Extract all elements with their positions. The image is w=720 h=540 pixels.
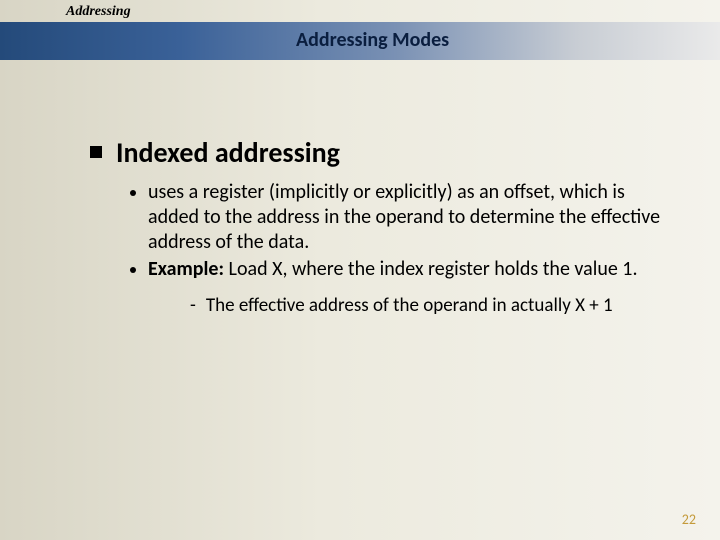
list-item: - The effective address of the operand i… — [190, 294, 680, 318]
page-number: 22 — [682, 511, 696, 528]
list-item: uses a register (implicitly or explicitl… — [130, 180, 680, 255]
example-label: Example: — [148, 257, 224, 281]
title-bar: Addressing Modes — [0, 22, 720, 60]
content-area: Indexed addressing uses a register (impl… — [90, 135, 680, 318]
dash-bullet-icon: - — [190, 294, 196, 317]
slide-title: Addressing Modes — [296, 28, 449, 52]
example-text: Load X, where the index register holds t… — [224, 257, 637, 281]
bullet-text: Example: Load X, where the index registe… — [148, 257, 638, 282]
list-item: Example: Load X, where the index registe… — [130, 257, 680, 282]
dot-bullet-icon — [130, 190, 136, 196]
heading-row: Indexed addressing — [90, 135, 680, 170]
sub-bullet-list: - The effective address of the operand i… — [190, 294, 680, 318]
dot-bullet-icon — [130, 267, 136, 273]
heading-text: Indexed addressing — [116, 135, 340, 170]
bullet-text: uses a register (implicitly or explicitl… — [148, 180, 680, 255]
square-bullet-icon — [90, 146, 102, 158]
sub-bullet-text: The effective address of the operand in … — [206, 294, 613, 318]
bullet-list: uses a register (implicitly or explicitl… — [130, 180, 680, 318]
topic-label: Addressing — [66, 4, 131, 20]
